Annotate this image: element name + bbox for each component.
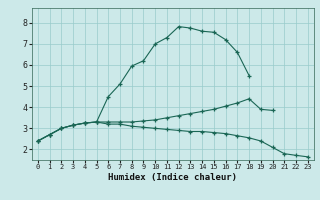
X-axis label: Humidex (Indice chaleur): Humidex (Indice chaleur) [108,173,237,182]
